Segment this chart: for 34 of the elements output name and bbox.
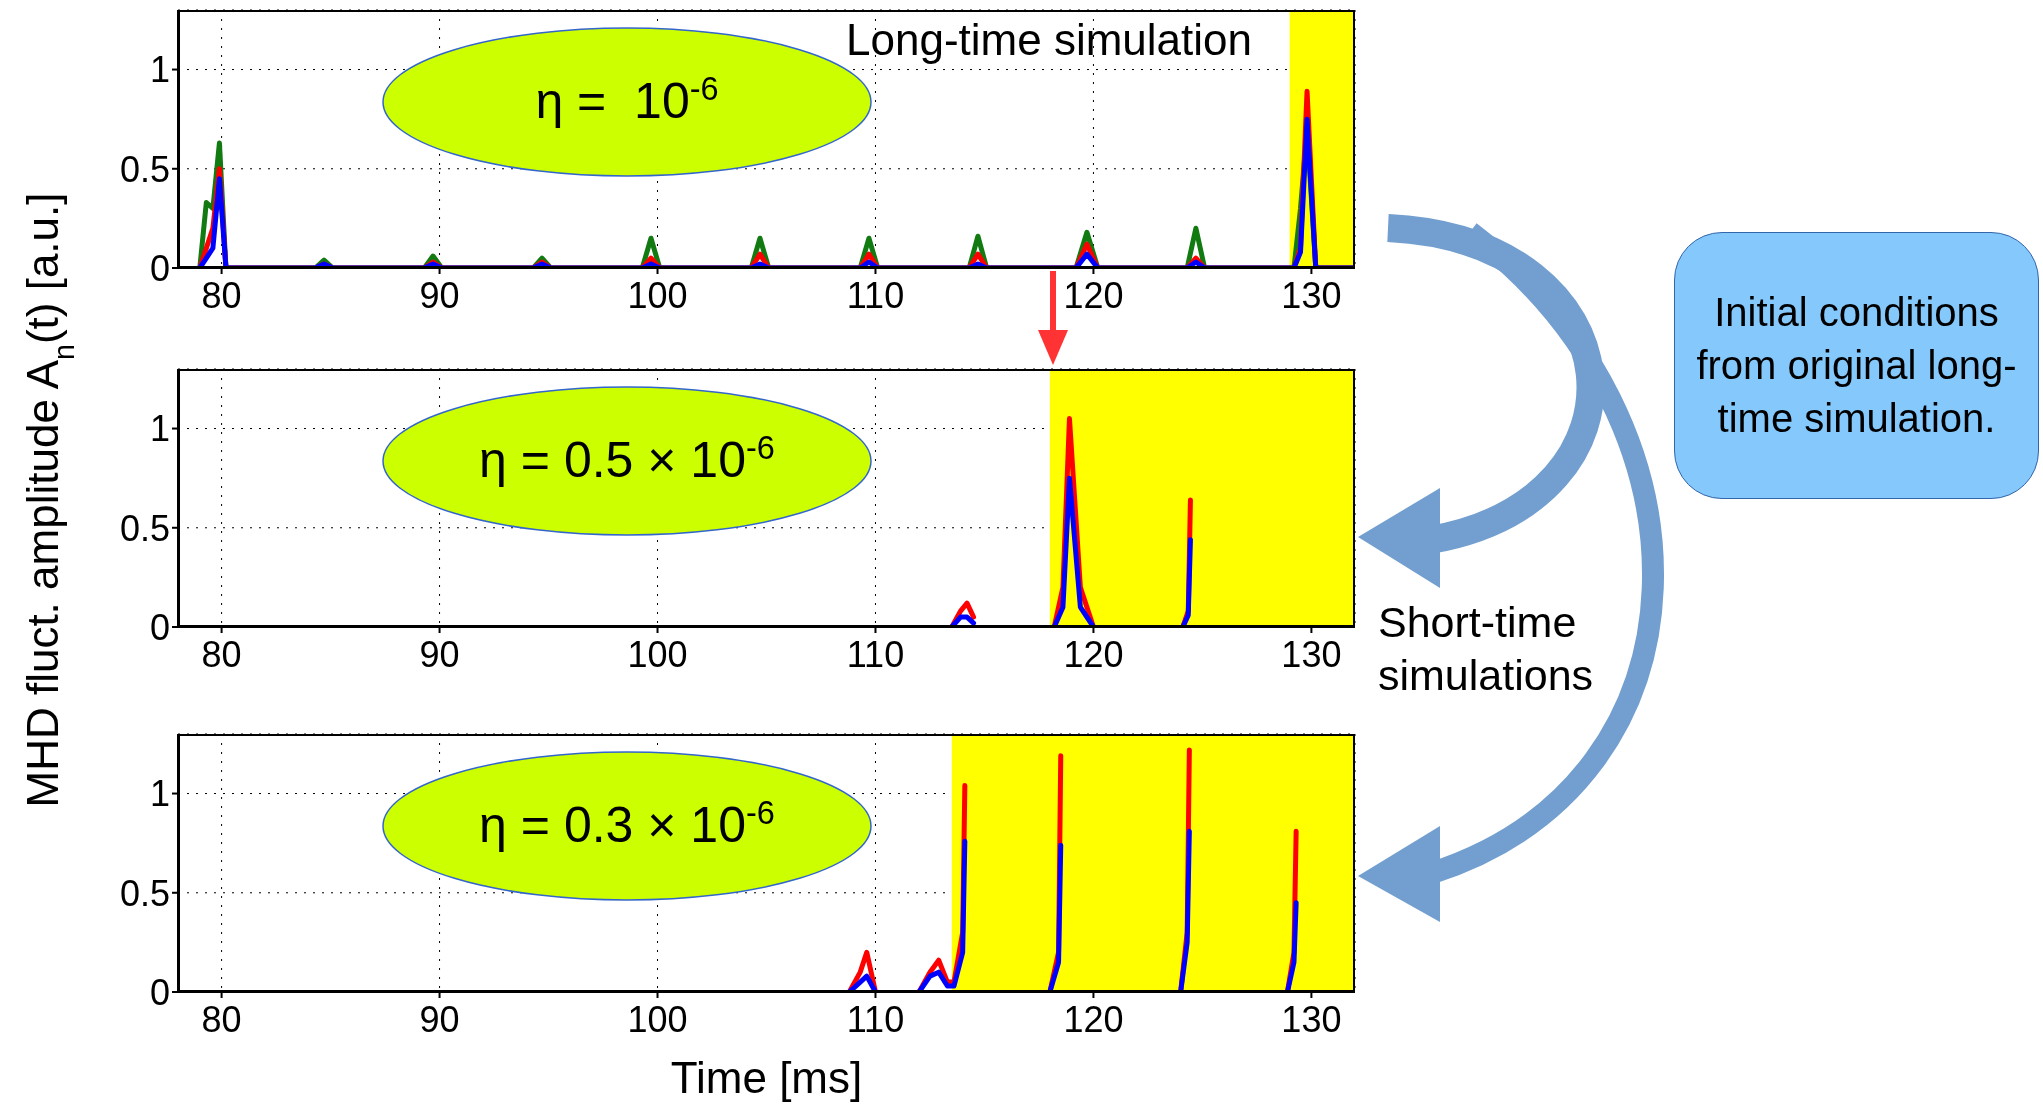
y-tick-label: 0 — [149, 606, 170, 648]
x-tick-label: 80 — [201, 633, 242, 675]
annotation: η = 10$^{-6}$ — [535, 71, 719, 129]
x-tick-label: 80 — [201, 998, 242, 1040]
x-tick-label: 100 — [627, 998, 688, 1040]
y-tick-label: 1 — [149, 408, 170, 450]
x-tick-label: 120 — [1063, 274, 1124, 316]
annotation: η = 0.3 × 10$^{-6}$ — [479, 795, 775, 853]
x-tick-label: 120 — [1063, 998, 1124, 1040]
x-tick-label: 100 — [627, 274, 688, 316]
x-tick-label: 80 — [201, 274, 242, 316]
y-tick-label: 0.5 — [119, 148, 170, 190]
x-tick-label: 90 — [419, 274, 460, 316]
rounded-box: Initial conditions from original long-time simulation. — [1674, 232, 2039, 499]
x-tick-label: 100 — [627, 633, 688, 675]
y-tick-label: 0 — [149, 971, 170, 1013]
x-tick-label: 130 — [1281, 274, 1342, 316]
x-tick-label: 120 — [1063, 633, 1124, 675]
y-tick-label: 0.5 — [119, 872, 170, 914]
x-tick-label: 110 — [846, 998, 905, 1040]
x-tick-label: 110 — [846, 274, 905, 316]
y-tick-label: 0.5 — [119, 507, 170, 549]
x-tick-label: 110 — [846, 633, 905, 675]
annotation: η = 0.5 × 10$^{-6}$ — [479, 430, 775, 488]
y-tick-label: 0 — [149, 247, 170, 289]
x-tick-label: 90 — [419, 633, 460, 675]
y-tick-label: 1 — [149, 49, 170, 91]
y-tick-label: 1 — [149, 773, 170, 815]
x-tick-label: 90 — [419, 998, 460, 1040]
x-tick-label: 130 — [1281, 998, 1342, 1040]
x-axis-title: Time [ms] — [670, 1053, 863, 1102]
x-tick-label: 130 — [1281, 633, 1342, 675]
annotation: Long-time simulation — [846, 15, 1252, 64]
text: Short-time simulations — [1378, 597, 1595, 701]
